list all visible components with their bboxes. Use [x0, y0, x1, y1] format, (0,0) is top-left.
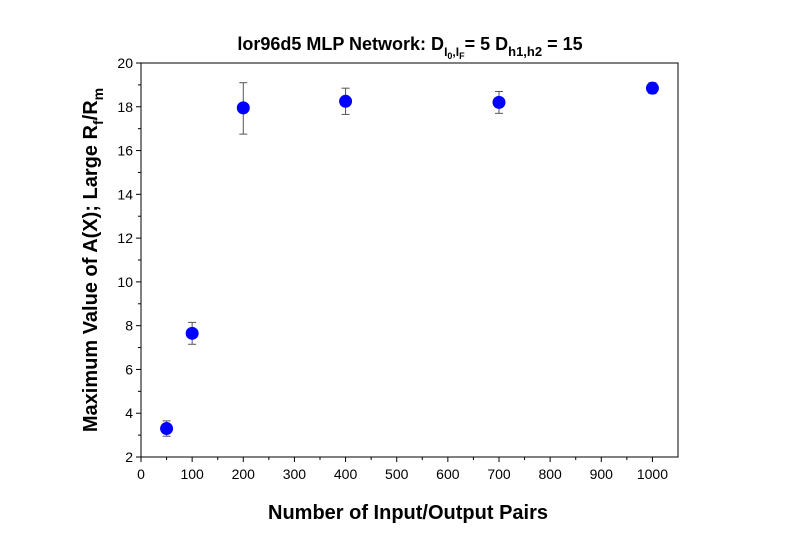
data-point: [645, 81, 659, 95]
x-tick-label: 800: [538, 466, 562, 482]
x-tick-label: 900: [590, 466, 614, 482]
y-tick-label: 2: [125, 449, 133, 465]
y-axis-label: Maximum Value of A(X); Large Rf/Rm: [80, 88, 106, 432]
x-tick-label: 1000: [637, 466, 668, 482]
y-tick-label: 6: [125, 361, 133, 377]
x-tick-label: 700: [487, 466, 511, 482]
y-tick-label: 14: [117, 186, 133, 202]
y-tick-label: 8: [125, 318, 133, 334]
y-tick-label: 16: [117, 143, 133, 159]
x-tick-label: 200: [232, 466, 256, 482]
x-tick-label: 500: [385, 466, 409, 482]
y-tick-label: 10: [117, 274, 133, 290]
y-tick-label: 18: [117, 99, 133, 115]
data-point: [160, 422, 174, 436]
plot-frame: [140, 62, 679, 458]
x-tick-label: 0: [137, 466, 145, 482]
data-point: [492, 95, 506, 109]
y-tick-label: 12: [117, 230, 133, 246]
x-tick-label: 100: [180, 466, 204, 482]
y-tick-label: 4: [125, 405, 133, 421]
data-point: [185, 326, 199, 340]
chart-title: lor96d5 MLP Network: DI0,IF= 5 Dh1,h2 = …: [237, 34, 582, 61]
x-ticks: 0 100 200 300 400 500 600 700 800 900 1000: [137, 457, 668, 482]
x-tick-label: 400: [334, 466, 358, 482]
y-tick-label: 20: [117, 55, 133, 71]
x-tick-label: 600: [436, 466, 460, 482]
y-ticks: 2 4 6 8 10 12 14 16 18 20: [117, 55, 141, 465]
x-tick-label: 300: [283, 466, 307, 482]
x-axis-label: Number of Input/Output Pairs: [268, 502, 548, 524]
data-points: [160, 81, 659, 437]
data-point: [339, 94, 353, 108]
data-point: [236, 101, 250, 115]
